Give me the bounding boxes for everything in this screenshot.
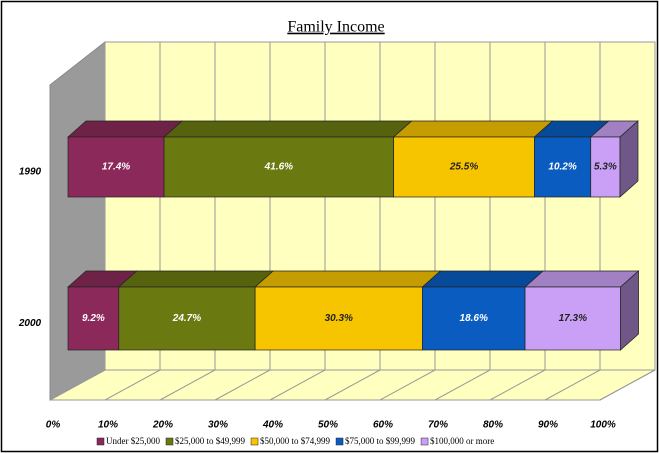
x-tick-label: 50% <box>318 420 338 431</box>
floor-line <box>159 369 216 401</box>
x-tick-label: 40% <box>262 420 283 431</box>
x-tick-label: 20% <box>152 420 173 431</box>
bar-top <box>392 120 554 138</box>
data-label: 17.4% <box>102 162 130 173</box>
x-tick-label: 10% <box>98 420 118 431</box>
x-tick-label: 80% <box>483 420 503 431</box>
bar <box>524 286 621 351</box>
floor-line <box>49 369 106 401</box>
x-tick-label: 100% <box>590 420 616 431</box>
floor-line <box>324 369 381 401</box>
y-tick-label: 1990 <box>19 167 42 178</box>
legend-swatch <box>250 437 259 446</box>
bar <box>67 286 120 351</box>
legend-swatch <box>335 437 344 446</box>
bar-top <box>117 270 275 288</box>
bar <box>254 286 423 351</box>
x-tick-label: 90% <box>538 420 558 431</box>
floor-line <box>379 369 436 401</box>
data-label: 25.5% <box>449 162 478 173</box>
chart-title: Family Income <box>287 19 384 36</box>
data-label: 9.2% <box>82 313 105 324</box>
floor-line <box>214 369 271 401</box>
legend-swatch <box>96 437 105 446</box>
bar <box>422 286 526 351</box>
legend-label: $25,000 to $49,999 <box>175 436 246 446</box>
legend-label: Under $25,000 <box>106 436 160 446</box>
bar-top <box>163 120 413 138</box>
data-label: 10.2% <box>548 162 576 173</box>
x-tick-label: 60% <box>373 420 393 431</box>
data-label: 18.6% <box>460 313 488 324</box>
bar <box>67 136 165 198</box>
bar-top <box>254 270 442 288</box>
y-tick-label: 2000 <box>18 318 42 329</box>
floor-line <box>544 369 601 401</box>
bar-top <box>67 120 183 138</box>
bar <box>118 286 256 351</box>
floor-line <box>434 369 491 401</box>
bar-top <box>421 270 544 288</box>
bar <box>590 136 621 198</box>
floor-line <box>599 369 656 401</box>
floor-line <box>269 369 326 401</box>
bar-top <box>524 270 640 288</box>
floor-line <box>489 369 546 401</box>
bar <box>393 136 535 198</box>
bar <box>163 136 395 198</box>
legend-swatch <box>420 437 429 446</box>
x-tick-label: 70% <box>428 420 448 431</box>
x-tick-label: 30% <box>208 420 228 431</box>
x-tick-label: 0% <box>46 420 61 431</box>
bar-end <box>620 270 639 351</box>
bar <box>534 136 592 198</box>
data-label: 5.3% <box>594 162 617 173</box>
data-label: 41.6% <box>264 162 293 173</box>
legend-swatch <box>165 437 174 446</box>
legend-label: $75,000 to $99,999 <box>345 436 416 446</box>
data-label: 24.7% <box>172 313 201 324</box>
data-label: 17.3% <box>559 313 587 324</box>
floor-line <box>104 369 161 401</box>
legend-label: $50,000 to $74,999 <box>260 436 331 446</box>
data-label: 30.3% <box>325 313 353 324</box>
bar-end <box>619 120 639 198</box>
legend-label: $100,000 or more <box>430 436 494 446</box>
